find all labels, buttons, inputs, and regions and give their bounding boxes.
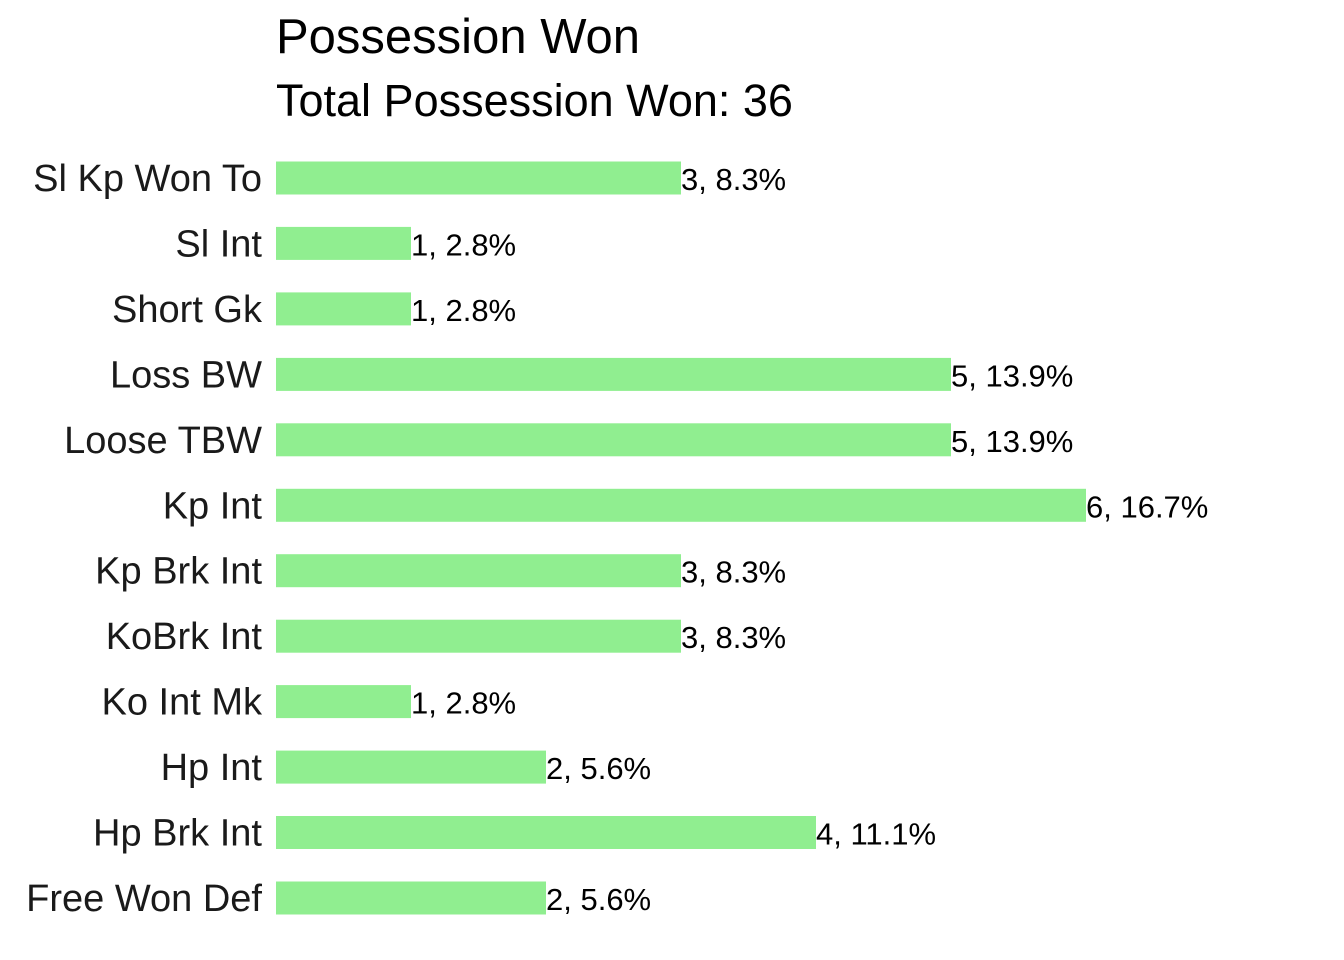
- bar-8: [276, 685, 411, 719]
- data-label: 1, 2.8%: [411, 227, 516, 262]
- data-labels-group: 3, 8.3% 1, 2.8% 1, 2.8% 5, 13.9% 5, 13.9% 6, …: [411, 162, 1208, 917]
- category-label: Ko Int Mk: [102, 682, 263, 724]
- chart-title: Possession Won: [276, 10, 640, 64]
- data-label: 3, 8.3%: [681, 620, 786, 655]
- data-label: 2, 5.6%: [546, 882, 651, 917]
- category-label: Hp Brk Int: [93, 813, 262, 855]
- bar-10: [276, 816, 816, 849]
- bar-5: [276, 488, 1086, 522]
- data-label: 3, 8.3%: [681, 555, 786, 590]
- bar-2: [276, 292, 411, 326]
- category-label: KoBrk Int: [106, 616, 263, 658]
- chart-subtitle: Total Possession Won: 36: [276, 75, 793, 126]
- data-label: 3, 8.3%: [681, 162, 786, 197]
- bar-7: [276, 619, 681, 653]
- category-labels-group: Sl Kp Won To Sl Int Short Gk Loss BW Loose T…: [26, 158, 263, 920]
- data-label: 1, 2.8%: [411, 293, 516, 328]
- bar-0: [276, 161, 681, 195]
- data-label: 4, 11.1%: [816, 817, 936, 852]
- bar-11: [276, 881, 546, 915]
- bar-1: [276, 226, 411, 260]
- category-label: Short Gk: [112, 289, 263, 331]
- category-label: Kp Brk Int: [95, 551, 262, 593]
- bar-4: [276, 423, 951, 457]
- category-label: Kp Int: [163, 485, 263, 527]
- data-label: 2, 5.6%: [546, 751, 651, 786]
- category-label: Sl Int: [175, 223, 262, 265]
- data-label: 5, 13.9%: [951, 358, 1073, 393]
- data-label: 1, 2.8%: [411, 686, 516, 721]
- category-label: Sl Kp Won To: [33, 158, 262, 200]
- bar-3: [276, 357, 951, 391]
- category-label: Loss BW: [110, 354, 262, 396]
- bars-group: [276, 161, 1086, 915]
- category-label: Hp Int: [161, 747, 263, 789]
- bar-6: [276, 554, 681, 588]
- data-label: 5, 13.9%: [951, 424, 1073, 459]
- data-label: 6, 16.7%: [1086, 489, 1208, 524]
- bar-9: [276, 750, 546, 784]
- category-label: Loose TBW: [64, 420, 262, 462]
- category-label: Free Won Def: [26, 878, 262, 920]
